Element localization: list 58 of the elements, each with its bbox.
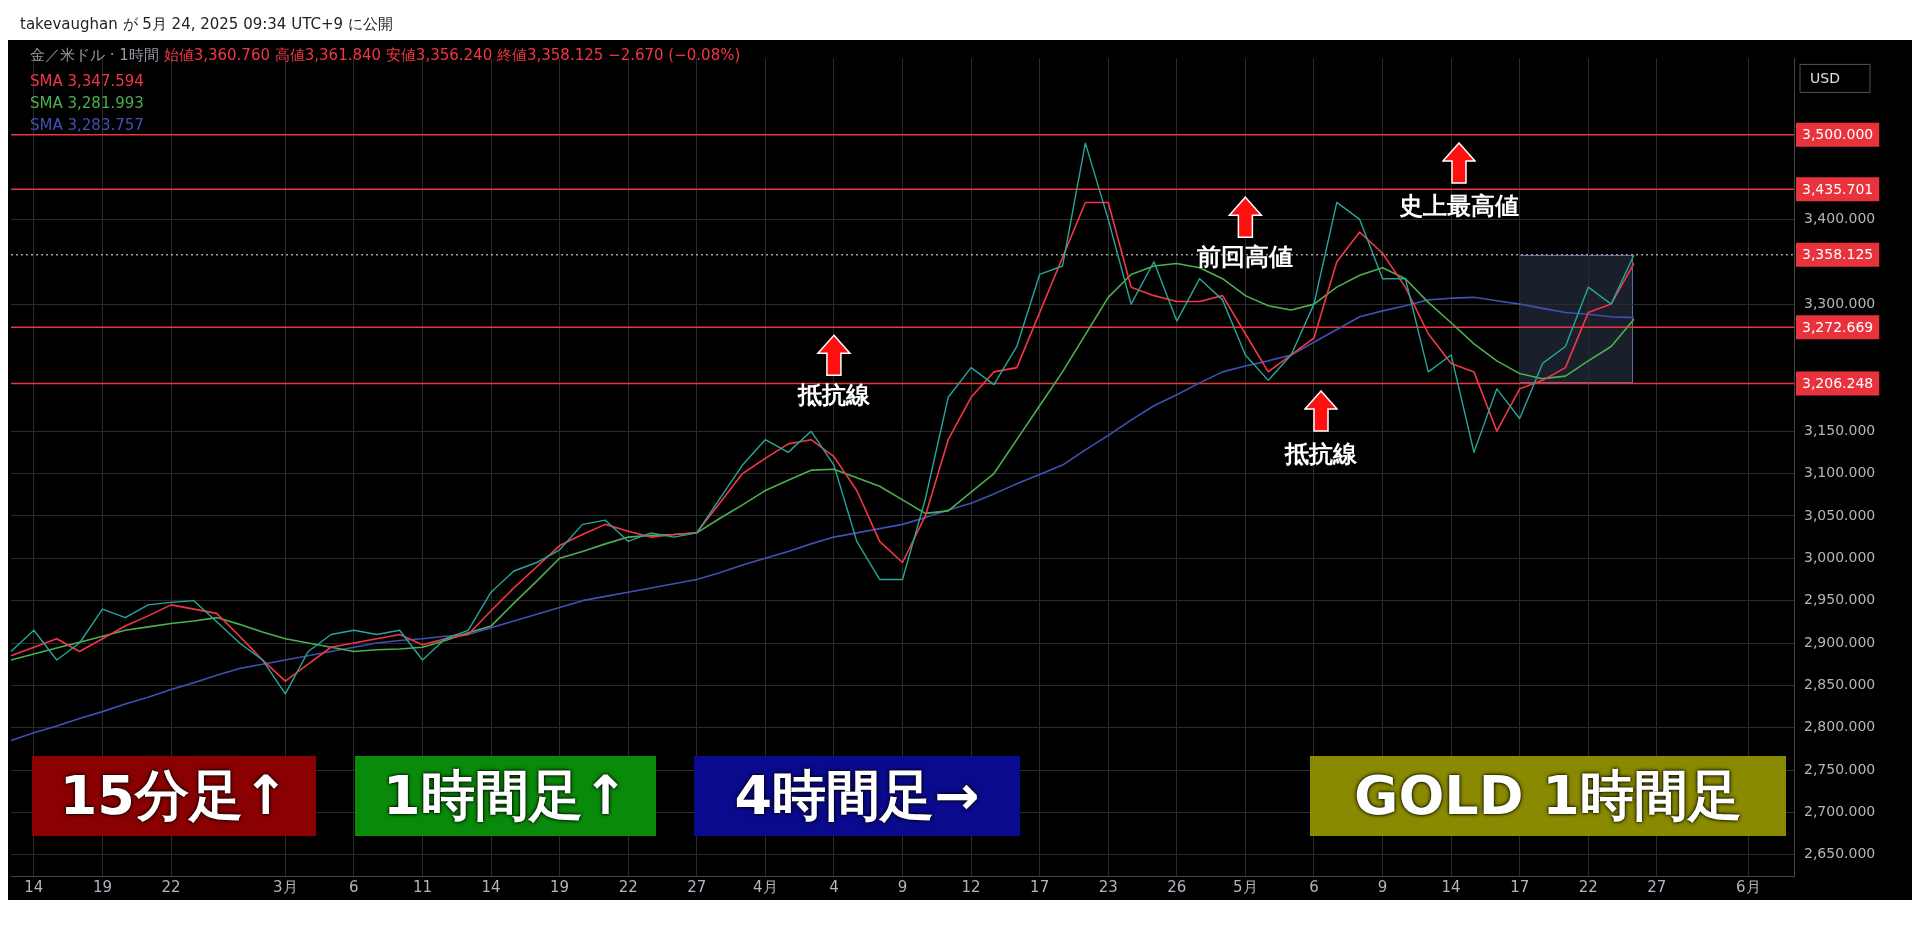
y-tick-label: 2,900.000 xyxy=(1804,633,1876,650)
y-tick-label: 2,750.000 xyxy=(1804,760,1876,777)
x-tick-label: 3月 xyxy=(273,877,298,896)
y-tick-label: 2,700.000 xyxy=(1804,803,1876,820)
y-axis-title: USD xyxy=(1810,70,1840,87)
annotation: 4時間足→ xyxy=(694,756,1020,836)
annotation: 史上最高値 xyxy=(1398,191,1520,222)
x-tick-label: 5月 xyxy=(1233,877,1258,896)
x-tick-label: 22 xyxy=(161,877,181,896)
chart-subtitle: 始値3,360.760 高値3,361.840 安値3,356.240 終値3,358.125 −2.670 (−0.08%) xyxy=(163,46,741,64)
annotation: 1時間足↑ xyxy=(355,756,656,836)
x-tick-label: 17 xyxy=(1510,877,1530,896)
x-tick-label: 6 xyxy=(349,877,359,896)
x-tick-label: 4月 xyxy=(753,877,778,896)
y-tick-label: 3,300.000 xyxy=(1804,294,1876,311)
x-tick-label: 26 xyxy=(1167,877,1187,896)
y-tick-label: 2,950.000 xyxy=(1804,591,1876,608)
ref-line-label: 3,206.248 xyxy=(1802,375,1874,392)
x-tick-label: 27 xyxy=(1647,877,1667,896)
text: SMA 3,281.993 xyxy=(30,93,144,114)
y-tick-label: 2,800.000 xyxy=(1804,718,1876,735)
x-tick-label: 22 xyxy=(618,877,638,896)
annotation: 抵抗線 xyxy=(796,381,871,410)
x-tick-label: 17 xyxy=(1030,877,1050,896)
x-tick-label: 12 xyxy=(961,877,981,896)
x-tick-label: 23 xyxy=(1098,877,1118,896)
annotation: GOLD 1時間足 xyxy=(1310,756,1786,836)
y-tick-label: 3,150.000 xyxy=(1804,421,1876,438)
y-tick-label: 3,400.000 xyxy=(1804,210,1876,227)
x-tick-label: 14 xyxy=(481,877,501,896)
x-tick-label: 6月 xyxy=(1736,877,1761,896)
x-tick-label: 14 xyxy=(24,877,44,896)
text: SMA 3,347.594 xyxy=(30,71,144,92)
annotation: 前回高値 xyxy=(1196,243,1294,272)
y-tick-label: 2,650.000 xyxy=(1804,845,1876,862)
y-tick-label: 3,000.000 xyxy=(1804,548,1876,565)
text: SMA 3,283.757 xyxy=(30,115,144,136)
chart-title: 金／米ドル · 1時間 xyxy=(30,46,159,64)
y-tick-label: 3,050.000 xyxy=(1804,506,1876,523)
ref-line-label: 3,500.000 xyxy=(1802,126,1874,143)
x-tick-label: 9 xyxy=(897,877,908,896)
ref-line-label: 3,358.125 xyxy=(1802,246,1874,263)
x-tick-label: 22 xyxy=(1578,877,1598,896)
x-tick-label: 4 xyxy=(829,877,839,896)
x-tick-label: 14 xyxy=(1441,877,1461,896)
y-tick-label: 3,100.000 xyxy=(1804,464,1876,481)
ref-line-label: 3,272.669 xyxy=(1802,318,1874,335)
annotation: 15分足↑ xyxy=(32,756,316,836)
y-tick-label: 2,850.000 xyxy=(1804,676,1876,693)
text: takevaughan が 5月 24, 2025 09:34 UTC+9 に公開 xyxy=(19,14,394,35)
x-tick-label: 11 xyxy=(412,877,433,896)
x-tick-label: 9 xyxy=(1377,877,1388,896)
x-tick-label: 19 xyxy=(92,877,112,896)
x-tick-label: 27 xyxy=(687,877,707,896)
annotation: 抵抗線 xyxy=(1283,439,1358,470)
x-tick-label: 6 xyxy=(1309,877,1319,896)
x-tick-label: 19 xyxy=(550,877,570,896)
ref-line-label: 3,435.701 xyxy=(1802,180,1874,197)
